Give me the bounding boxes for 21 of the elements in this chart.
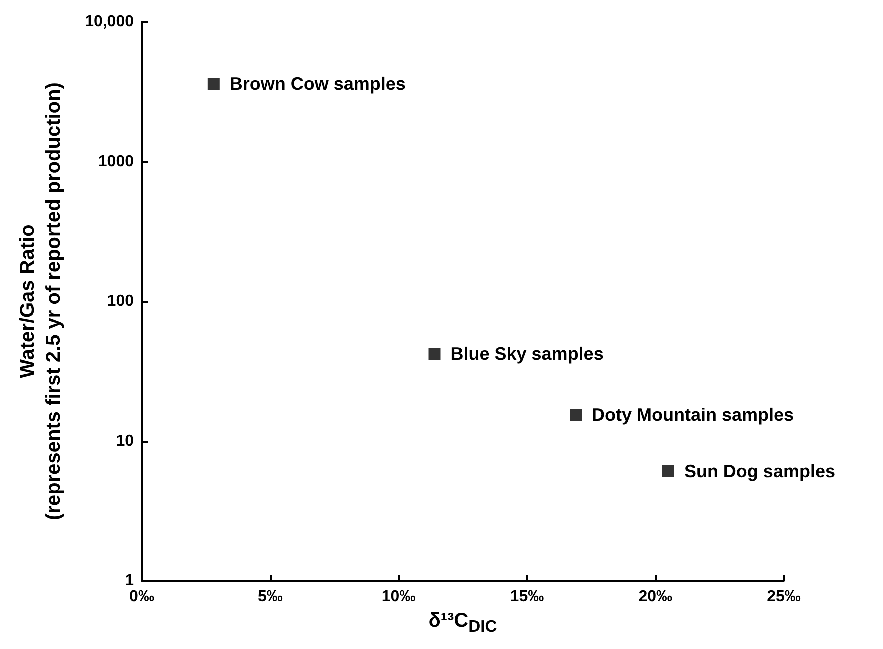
x-tick-label: 25‰ [767, 588, 801, 606]
y-tick-label: 100 [107, 293, 134, 310]
annotation: Brown Cow samples [230, 74, 406, 94]
x-tick-label: 20‰ [638, 588, 672, 606]
y-tick-label: 1000 [98, 153, 134, 170]
point [662, 465, 674, 478]
annotation: Sun Dog samples [684, 461, 836, 482]
x-tick-label: 10‰ [382, 588, 416, 606]
y-tick-label: 1 [125, 572, 134, 590]
annotation: Doty Mountain samples [592, 405, 794, 426]
point [570, 409, 582, 422]
x-tick-label: 15‰ [510, 588, 544, 606]
x-tick-label: 0‰ [130, 588, 154, 606]
y-tick-label: 10,000 [85, 14, 134, 30]
x-axis-title: δ¹³C$_{DIC}$ [428, 610, 498, 637]
point [208, 78, 220, 90]
annotation: Blue Sky samples [450, 344, 604, 364]
y-axis-title: Water/Gas Ratio (represents first 2.5 yr of reported production) [17, 82, 65, 520]
y-tick-label: 10 [116, 432, 134, 450]
point [428, 348, 441, 360]
x-tick-label: 5‰ [258, 588, 283, 606]
